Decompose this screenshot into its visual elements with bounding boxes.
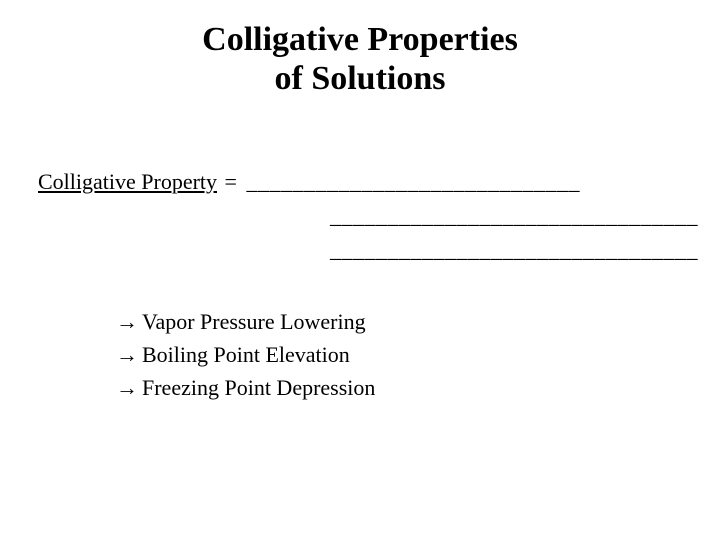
list-item: →Boiling Point Elevation <box>116 338 698 371</box>
arrow-icon: → <box>116 342 142 367</box>
definition-separator: = <box>217 169 246 194</box>
definition-blank-3: ________________________________ <box>38 233 698 267</box>
body: Colligative Property = _________________… <box>38 165 698 404</box>
arrow-icon: → <box>116 309 142 334</box>
list-item: →Freezing Point Depression <box>116 371 698 404</box>
definition-label: Colligative Property <box>38 169 217 194</box>
title-line-1: Colligative Properties <box>0 20 720 59</box>
property-list: →Vapor Pressure Lowering →Boiling Point … <box>116 305 698 404</box>
list-item-label: Boiling Point Elevation <box>142 342 350 367</box>
definition-blank-1: _____________________________ <box>246 169 580 194</box>
slide-title: Colligative Properties of Solutions <box>0 0 720 98</box>
list-item-label: Vapor Pressure Lowering <box>142 309 366 334</box>
list-item-label: Freezing Point Depression <box>142 375 375 400</box>
slide: Colligative Properties of Solutions Coll… <box>0 0 720 540</box>
definition-blank-2: ________________________________ <box>38 199 698 233</box>
list-item: →Vapor Pressure Lowering <box>116 305 698 338</box>
arrow-icon: → <box>116 375 142 400</box>
definition-line-1: Colligative Property = _________________… <box>38 165 698 199</box>
title-line-2: of Solutions <box>0 59 720 98</box>
